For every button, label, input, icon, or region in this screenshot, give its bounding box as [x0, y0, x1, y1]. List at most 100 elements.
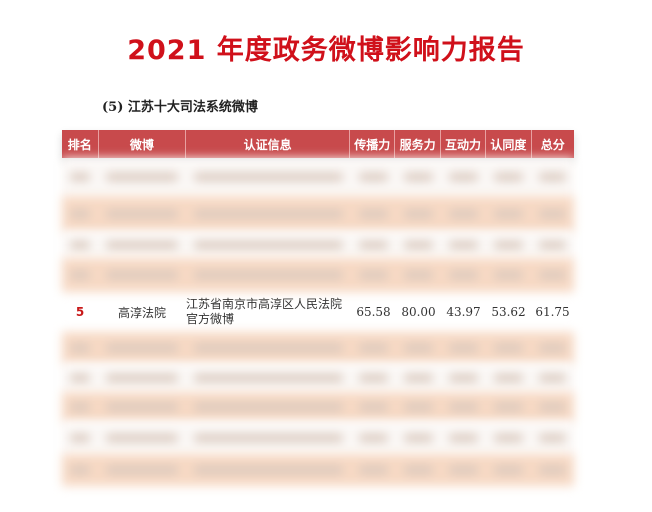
cell-weibo: 高淳法院 [117, 305, 166, 320]
cell-cert: 江苏省南京市高淳区人民法院官方微博 [186, 297, 343, 326]
section-title: (5) 江苏十大司法系统微博 [102, 100, 258, 115]
blurred-content [194, 374, 343, 382]
blurred-cell [62, 466, 98, 474]
blurred-cell [351, 403, 396, 411]
blurred-cell [531, 374, 574, 382]
blurred-cell [62, 434, 98, 442]
blurred-content [494, 241, 523, 249]
blurred-content [404, 374, 433, 382]
blurred-cell [351, 241, 396, 249]
blurred-cell [396, 434, 441, 442]
col-rank: 排名 [62, 130, 99, 158]
blurred-content [359, 344, 388, 352]
blurred-content [359, 466, 388, 474]
blurred-cell [98, 344, 186, 352]
blurred-cell [486, 344, 531, 352]
blurred-cell [486, 434, 531, 442]
col-recognition: 认同度 [486, 130, 532, 158]
blurred-content [494, 434, 523, 442]
blurred-content [194, 173, 343, 181]
blurred-content [449, 271, 478, 279]
blurred-cell [531, 173, 574, 181]
blurred-cell [186, 374, 351, 382]
cell-service: 80.00 [401, 305, 436, 319]
page-title: 2021 年度政务微博影响力报告 [127, 35, 525, 66]
blurred-cell [98, 403, 186, 411]
blurred-cell [441, 403, 486, 411]
blurred-content [194, 271, 343, 279]
blurred-cell [531, 241, 574, 249]
col-cert: 认证信息 [186, 130, 351, 158]
cell-interaction: 43.97 [446, 305, 481, 319]
blurred-cell [396, 344, 441, 352]
blurred-content [359, 374, 388, 382]
blurred-cell [396, 271, 441, 279]
blurred-row [62, 392, 574, 422]
blurred-content [494, 466, 523, 474]
col-interaction: 互动力 [441, 130, 487, 158]
blurred-content [106, 466, 178, 474]
blurred-cell [441, 271, 486, 279]
blurred-cell [62, 241, 98, 249]
col-service: 服务力 [395, 130, 441, 158]
blurred-row [62, 422, 574, 454]
blurred-content [194, 344, 343, 352]
blurred-content [359, 434, 388, 442]
blurred-cell [62, 173, 98, 181]
blurred-cell [486, 210, 531, 218]
blurred-cell [62, 344, 98, 352]
blurred-content [449, 173, 478, 181]
blurred-cell [531, 344, 574, 352]
blurred-cell [186, 210, 351, 218]
col-weibo: 微博 [99, 130, 187, 158]
blurred-cell [186, 241, 351, 249]
blurred-content [194, 241, 343, 249]
blurred-content [494, 403, 523, 411]
blurred-cell [98, 241, 186, 249]
blurred-content [404, 210, 433, 218]
blurred-cell [186, 271, 351, 279]
blurred-content [106, 173, 178, 181]
blurred-cell [98, 434, 186, 442]
blurred-cell [441, 344, 486, 352]
blurred-cell [62, 403, 98, 411]
blurred-row [62, 364, 574, 392]
blurred-content [449, 374, 478, 382]
blurred-content [70, 210, 90, 218]
blurred-cell [441, 241, 486, 249]
blurred-content [539, 173, 566, 181]
blurred-cell [486, 241, 531, 249]
blurred-content [404, 344, 433, 352]
blurred-content [404, 173, 433, 181]
blurred-cell [351, 271, 396, 279]
table-header: 排名 微博 认证信息 传播力 服务力 互动力 认同度 总分 [62, 130, 574, 158]
blurred-content [539, 466, 566, 474]
blurred-content [106, 210, 178, 218]
blurred-content [539, 374, 566, 382]
col-total: 总分 [540, 137, 565, 152]
blurred-cell [531, 403, 574, 411]
blurred-cell [186, 434, 351, 442]
blurred-cell [441, 434, 486, 442]
blurred-content [494, 374, 523, 382]
blurred-content [194, 434, 343, 442]
blurred-content [359, 241, 388, 249]
blurred-cell [486, 403, 531, 411]
blurred-content [494, 344, 523, 352]
blurred-cell [186, 173, 351, 181]
blurred-content [194, 466, 343, 474]
blurred-content [70, 173, 90, 181]
blurred-content [494, 173, 523, 181]
blurred-content [359, 173, 388, 181]
blurred-content [359, 210, 388, 218]
blurred-cell [531, 210, 574, 218]
blurred-cell [441, 374, 486, 382]
blurred-cell [351, 344, 396, 352]
blurred-cell [351, 374, 396, 382]
blurred-content [106, 344, 178, 352]
blurred-content [539, 344, 566, 352]
blurred-content [70, 374, 90, 382]
blurred-content [70, 271, 90, 279]
cell-recognition: 53.62 [491, 305, 526, 319]
blurred-content [449, 434, 478, 442]
